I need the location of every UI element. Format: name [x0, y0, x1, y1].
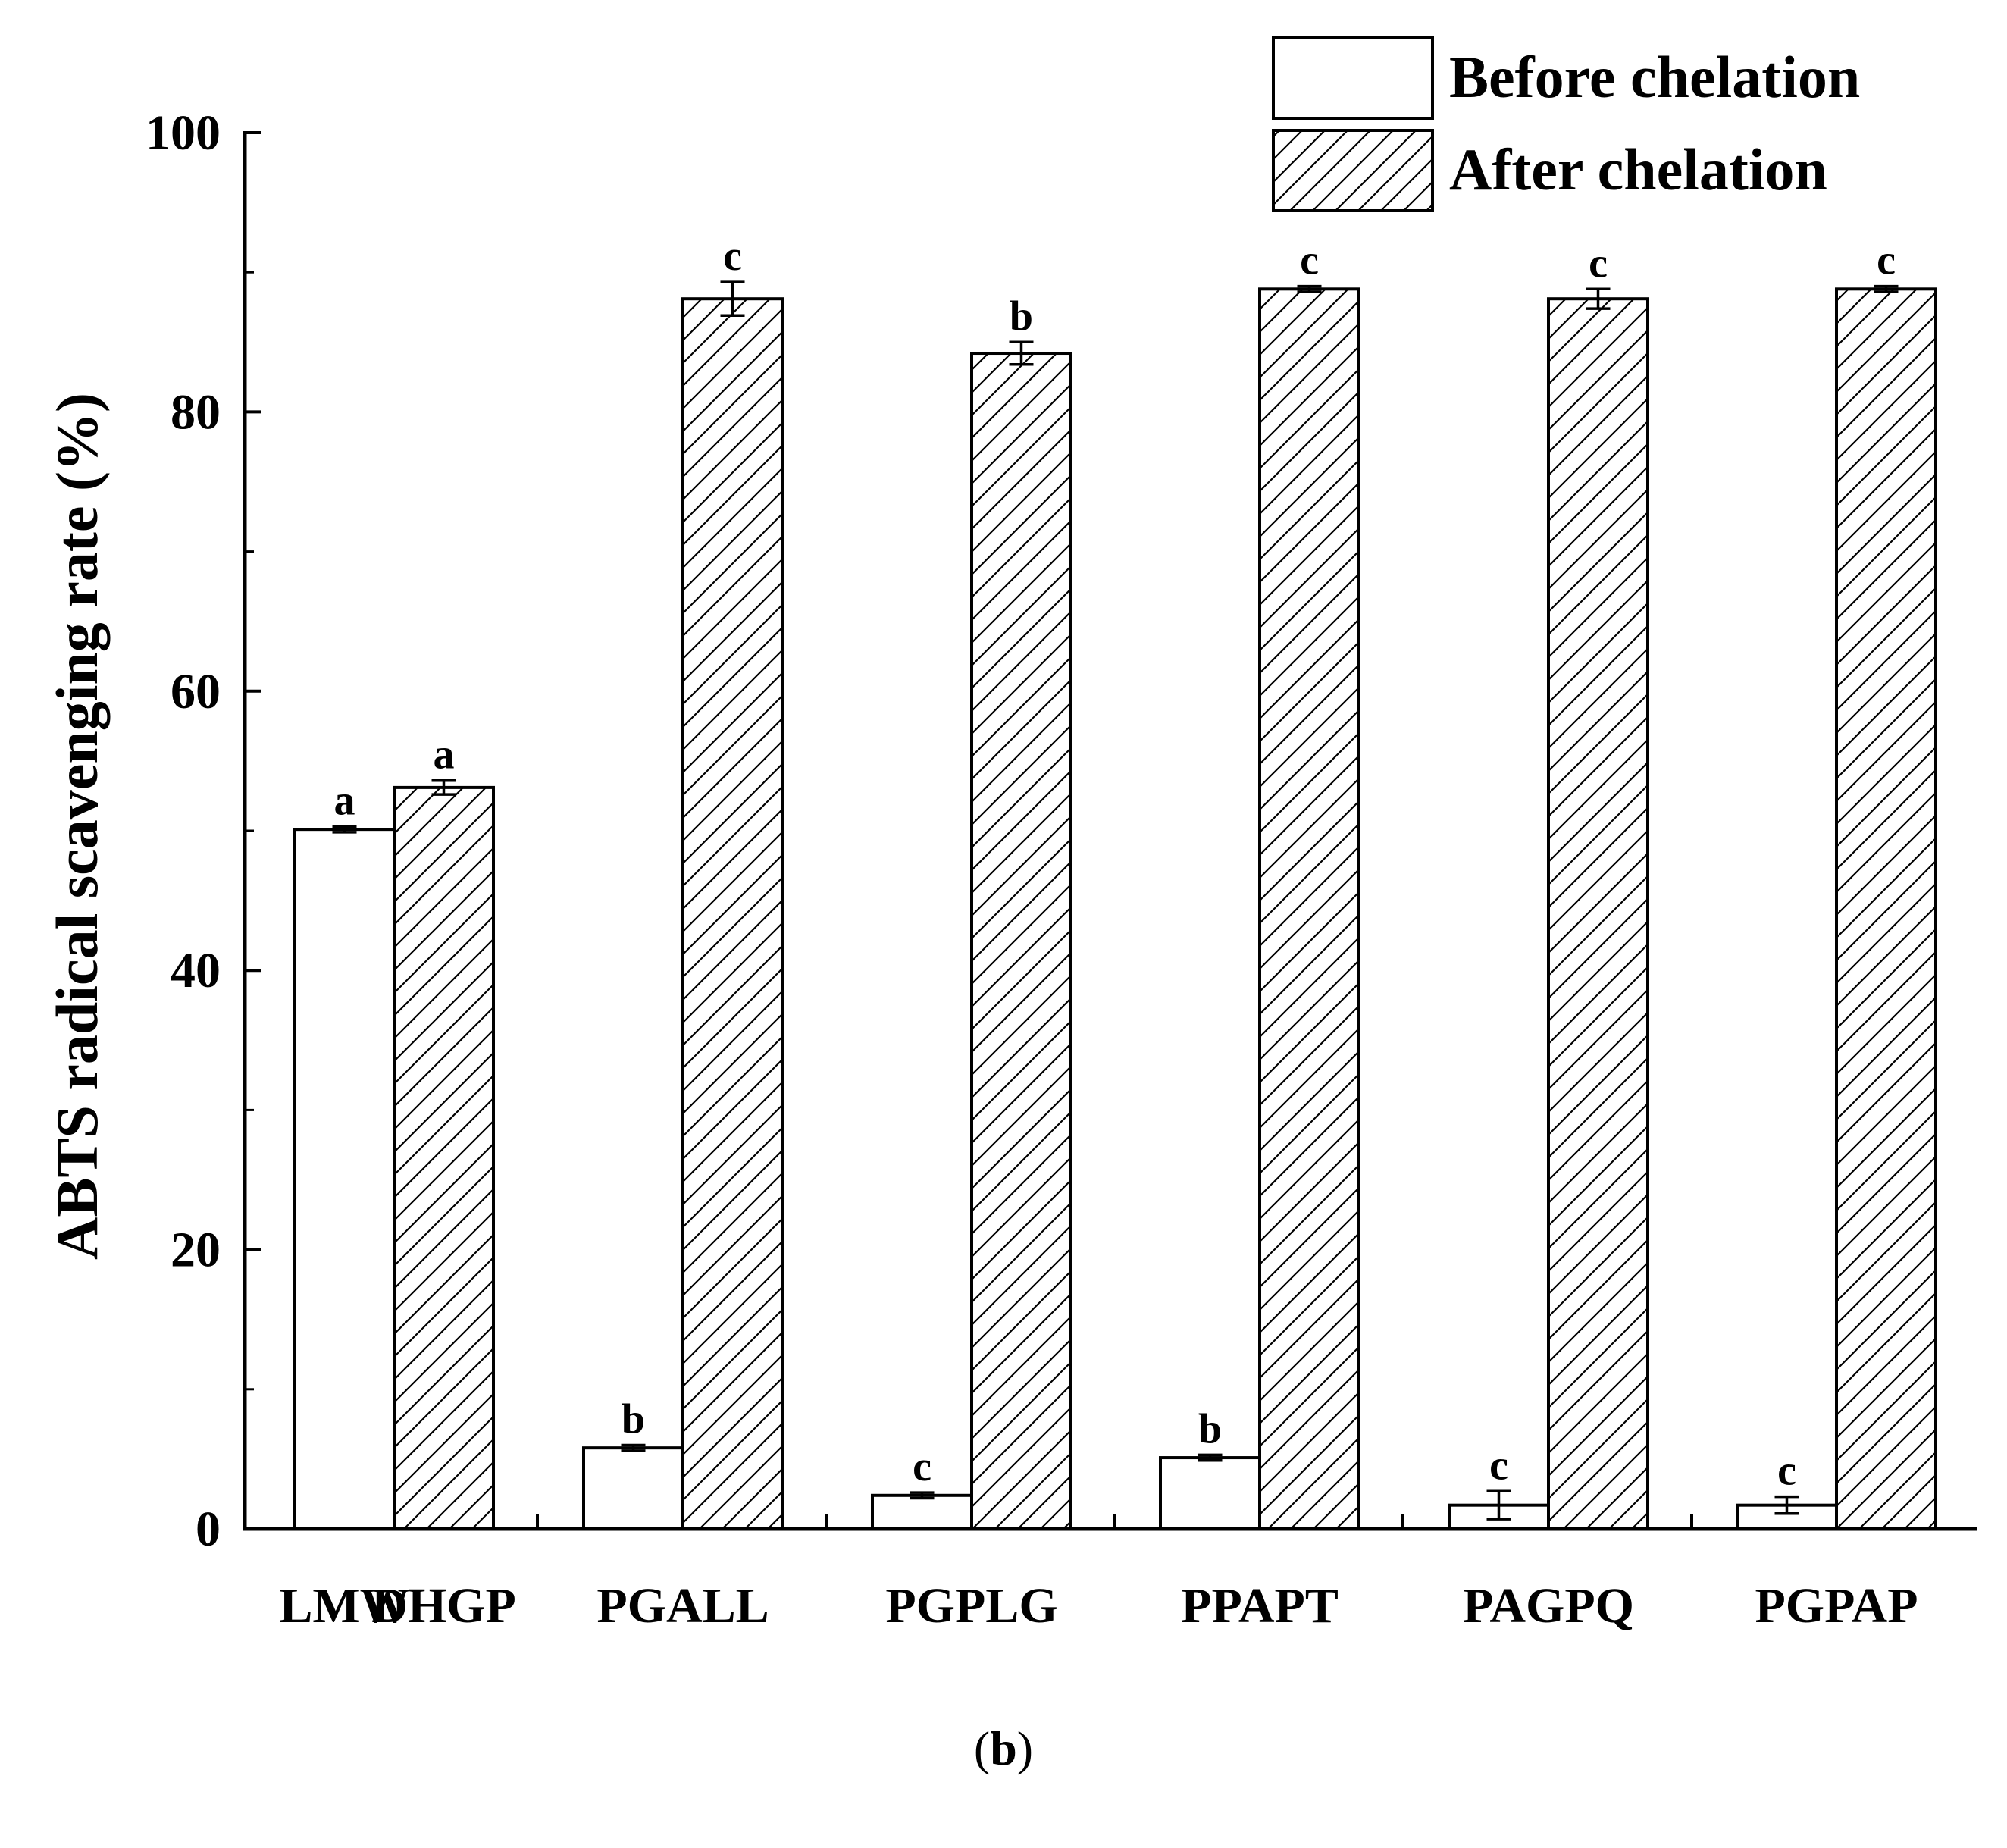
- labels: 0 20 40 60 80 100 ABTS radical scavenging rate…: [44, 105, 1918, 1633]
- letter-after: c: [723, 233, 742, 280]
- y-tick-label: 40: [171, 943, 221, 998]
- bar-after-chelation: [393, 785, 495, 1530]
- y-axis-title: ABTS radical scavenging rate (%): [44, 393, 110, 1260]
- letter-before: c: [913, 1443, 931, 1490]
- x-tick-label: DHGP: [371, 1578, 516, 1633]
- bar-after-chelation: [1258, 287, 1360, 1531]
- letter-after: b: [1010, 293, 1033, 340]
- bar-before-chelation: [871, 1493, 973, 1530]
- x-tick-label: PPAPT: [1181, 1578, 1339, 1633]
- bars: [293, 280, 1937, 1531]
- x-tick-label: PGPAP: [1755, 1578, 1918, 1633]
- panel-label: (b): [973, 1721, 1034, 1775]
- legend-label-before: Before chelation: [1449, 44, 1860, 110]
- bar-after-chelation: [1835, 287, 1937, 1531]
- x-tick-label: LMW: [279, 1578, 409, 1633]
- y-tick-label: 80: [171, 384, 221, 440]
- letter-after: c: [1877, 237, 1896, 284]
- letter-after: c: [1589, 240, 1608, 287]
- letter-before: b: [622, 1395, 645, 1442]
- letter-before: b: [1198, 1405, 1222, 1452]
- legend: Before chelation After chelation: [1272, 36, 1860, 212]
- y-tick-label: 100: [146, 105, 221, 161]
- letter-after: a: [434, 731, 455, 778]
- x-tick-label: PGPLG: [885, 1578, 1057, 1633]
- letter-before: c: [1489, 1442, 1508, 1489]
- bar-before-chelation: [293, 828, 396, 1530]
- bar-after-chelation: [970, 352, 1072, 1530]
- legend-swatch-before: [1272, 36, 1434, 120]
- y-tick-label: 20: [171, 1223, 221, 1278]
- legend-label-after: After chelation: [1449, 136, 1827, 202]
- bar-after-chelation: [1547, 297, 1649, 1530]
- y-tick-label: 0: [196, 1502, 221, 1557]
- legend-swatch-after: [1272, 129, 1434, 212]
- bar-after-chelation: [681, 297, 784, 1530]
- letter-before: c: [1777, 1448, 1796, 1495]
- y-tick-label: 60: [171, 664, 221, 719]
- letter-before: a: [334, 777, 355, 824]
- x-tick-label: PGALL: [596, 1578, 769, 1633]
- x-tick-label: PAGPQ: [1463, 1578, 1634, 1633]
- letter-after: c: [1300, 237, 1319, 284]
- bar-before-chelation: [582, 1446, 684, 1530]
- axes: [243, 131, 1977, 1531]
- bar-before-chelation: [1159, 1456, 1261, 1530]
